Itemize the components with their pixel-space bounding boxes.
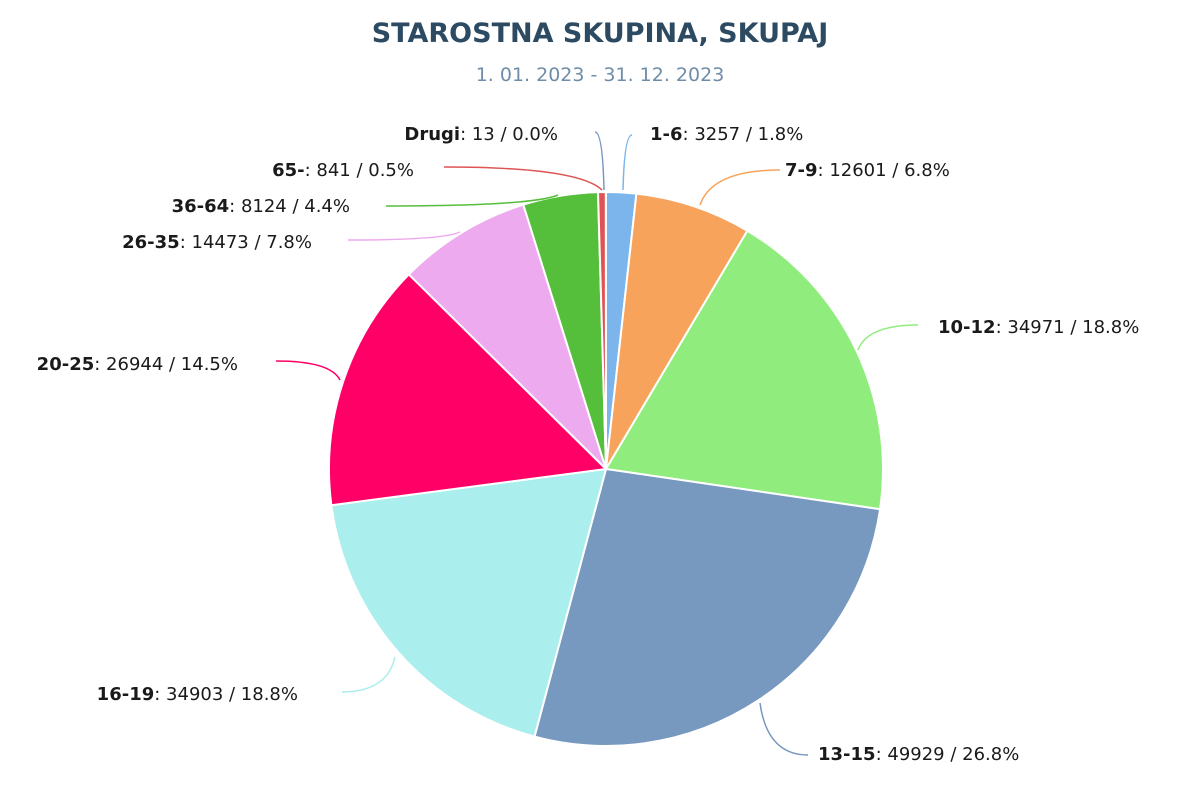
connector-line	[594, 131, 605, 191]
slice-label: 26-35: 14473 / 7.8%	[122, 232, 312, 253]
slice-label-category: 13-15	[818, 744, 876, 765]
connector-line	[385, 194, 559, 207]
pie-slice-79[interactable]	[605, 192, 749, 470]
chart-title: STAROSTNA SKUPINA, SKUPAJ	[371, 18, 829, 49]
slice-label-value: : 3257 / 1.8%	[683, 124, 804, 145]
slice-label: 20-25: 26944 / 14.5%	[37, 354, 238, 375]
slice-label-value: : 26944 / 14.5%	[94, 354, 238, 375]
slice-label-value: : 49929 / 26.8%	[876, 744, 1020, 765]
connector-line	[759, 702, 809, 756]
slice-label: 16-19: 34903 / 18.8%	[97, 684, 298, 705]
slice-label-category: 26-35	[122, 232, 180, 253]
connector-line	[275, 360, 341, 381]
slice-label-category: 65-	[272, 160, 305, 181]
pie-slice-2635[interactable]	[407, 203, 607, 470]
chart-subtitle: 1. 01. 2023 - 31. 12. 2023	[475, 64, 725, 86]
slice-label: 13-15: 49929 / 26.8%	[818, 744, 1019, 765]
slice-label: 36-64: 8124 / 4.4%	[172, 196, 350, 217]
slice-label: 65-: 841 / 0.5%	[272, 160, 414, 181]
slice-label: 7-9: 12601 / 6.8%	[785, 160, 950, 181]
connector-line	[699, 169, 781, 206]
connector-line	[341, 656, 396, 693]
slice-label-value: : 13 / 0.0%	[460, 124, 558, 145]
slice-label-value: : 34903 / 18.8%	[154, 684, 298, 705]
slice-label-value: : 841 / 0.5%	[305, 160, 414, 181]
slice-label-value: : 34971 / 18.8%	[996, 317, 1140, 338]
slice-label-category: 16-19	[97, 684, 155, 705]
slice-label-value: : 8124 / 4.4%	[229, 196, 350, 217]
connector-line	[443, 166, 603, 191]
connector-line	[857, 324, 919, 351]
connector-line	[347, 231, 461, 241]
connector-line	[622, 134, 633, 191]
pie-slice-1012[interactable]	[604, 229, 884, 511]
slice-label-category: 1-6	[650, 124, 683, 145]
slice-label-value: : 12601 / 6.8%	[818, 160, 950, 181]
pie-slice-2025[interactable]	[328, 273, 609, 507]
slice-label-category: 10-12	[938, 317, 996, 338]
slice-label-value: : 14473 / 7.8%	[180, 232, 312, 253]
slice-label-category: 7-9	[785, 160, 818, 181]
pie-slice-1315[interactable]	[533, 467, 882, 747]
slice-label: 10-12: 34971 / 18.8%	[938, 317, 1139, 338]
slice-label-category: Drugi	[404, 124, 460, 145]
slice-label-category: 20-25	[37, 354, 95, 375]
slice-label: 1-6: 3257 / 1.8%	[650, 124, 803, 145]
slice-label-category: 36-64	[172, 196, 230, 217]
slice-label: Drugi: 13 / 0.0%	[404, 124, 558, 145]
pie-slice-1619[interactable]	[330, 467, 608, 738]
